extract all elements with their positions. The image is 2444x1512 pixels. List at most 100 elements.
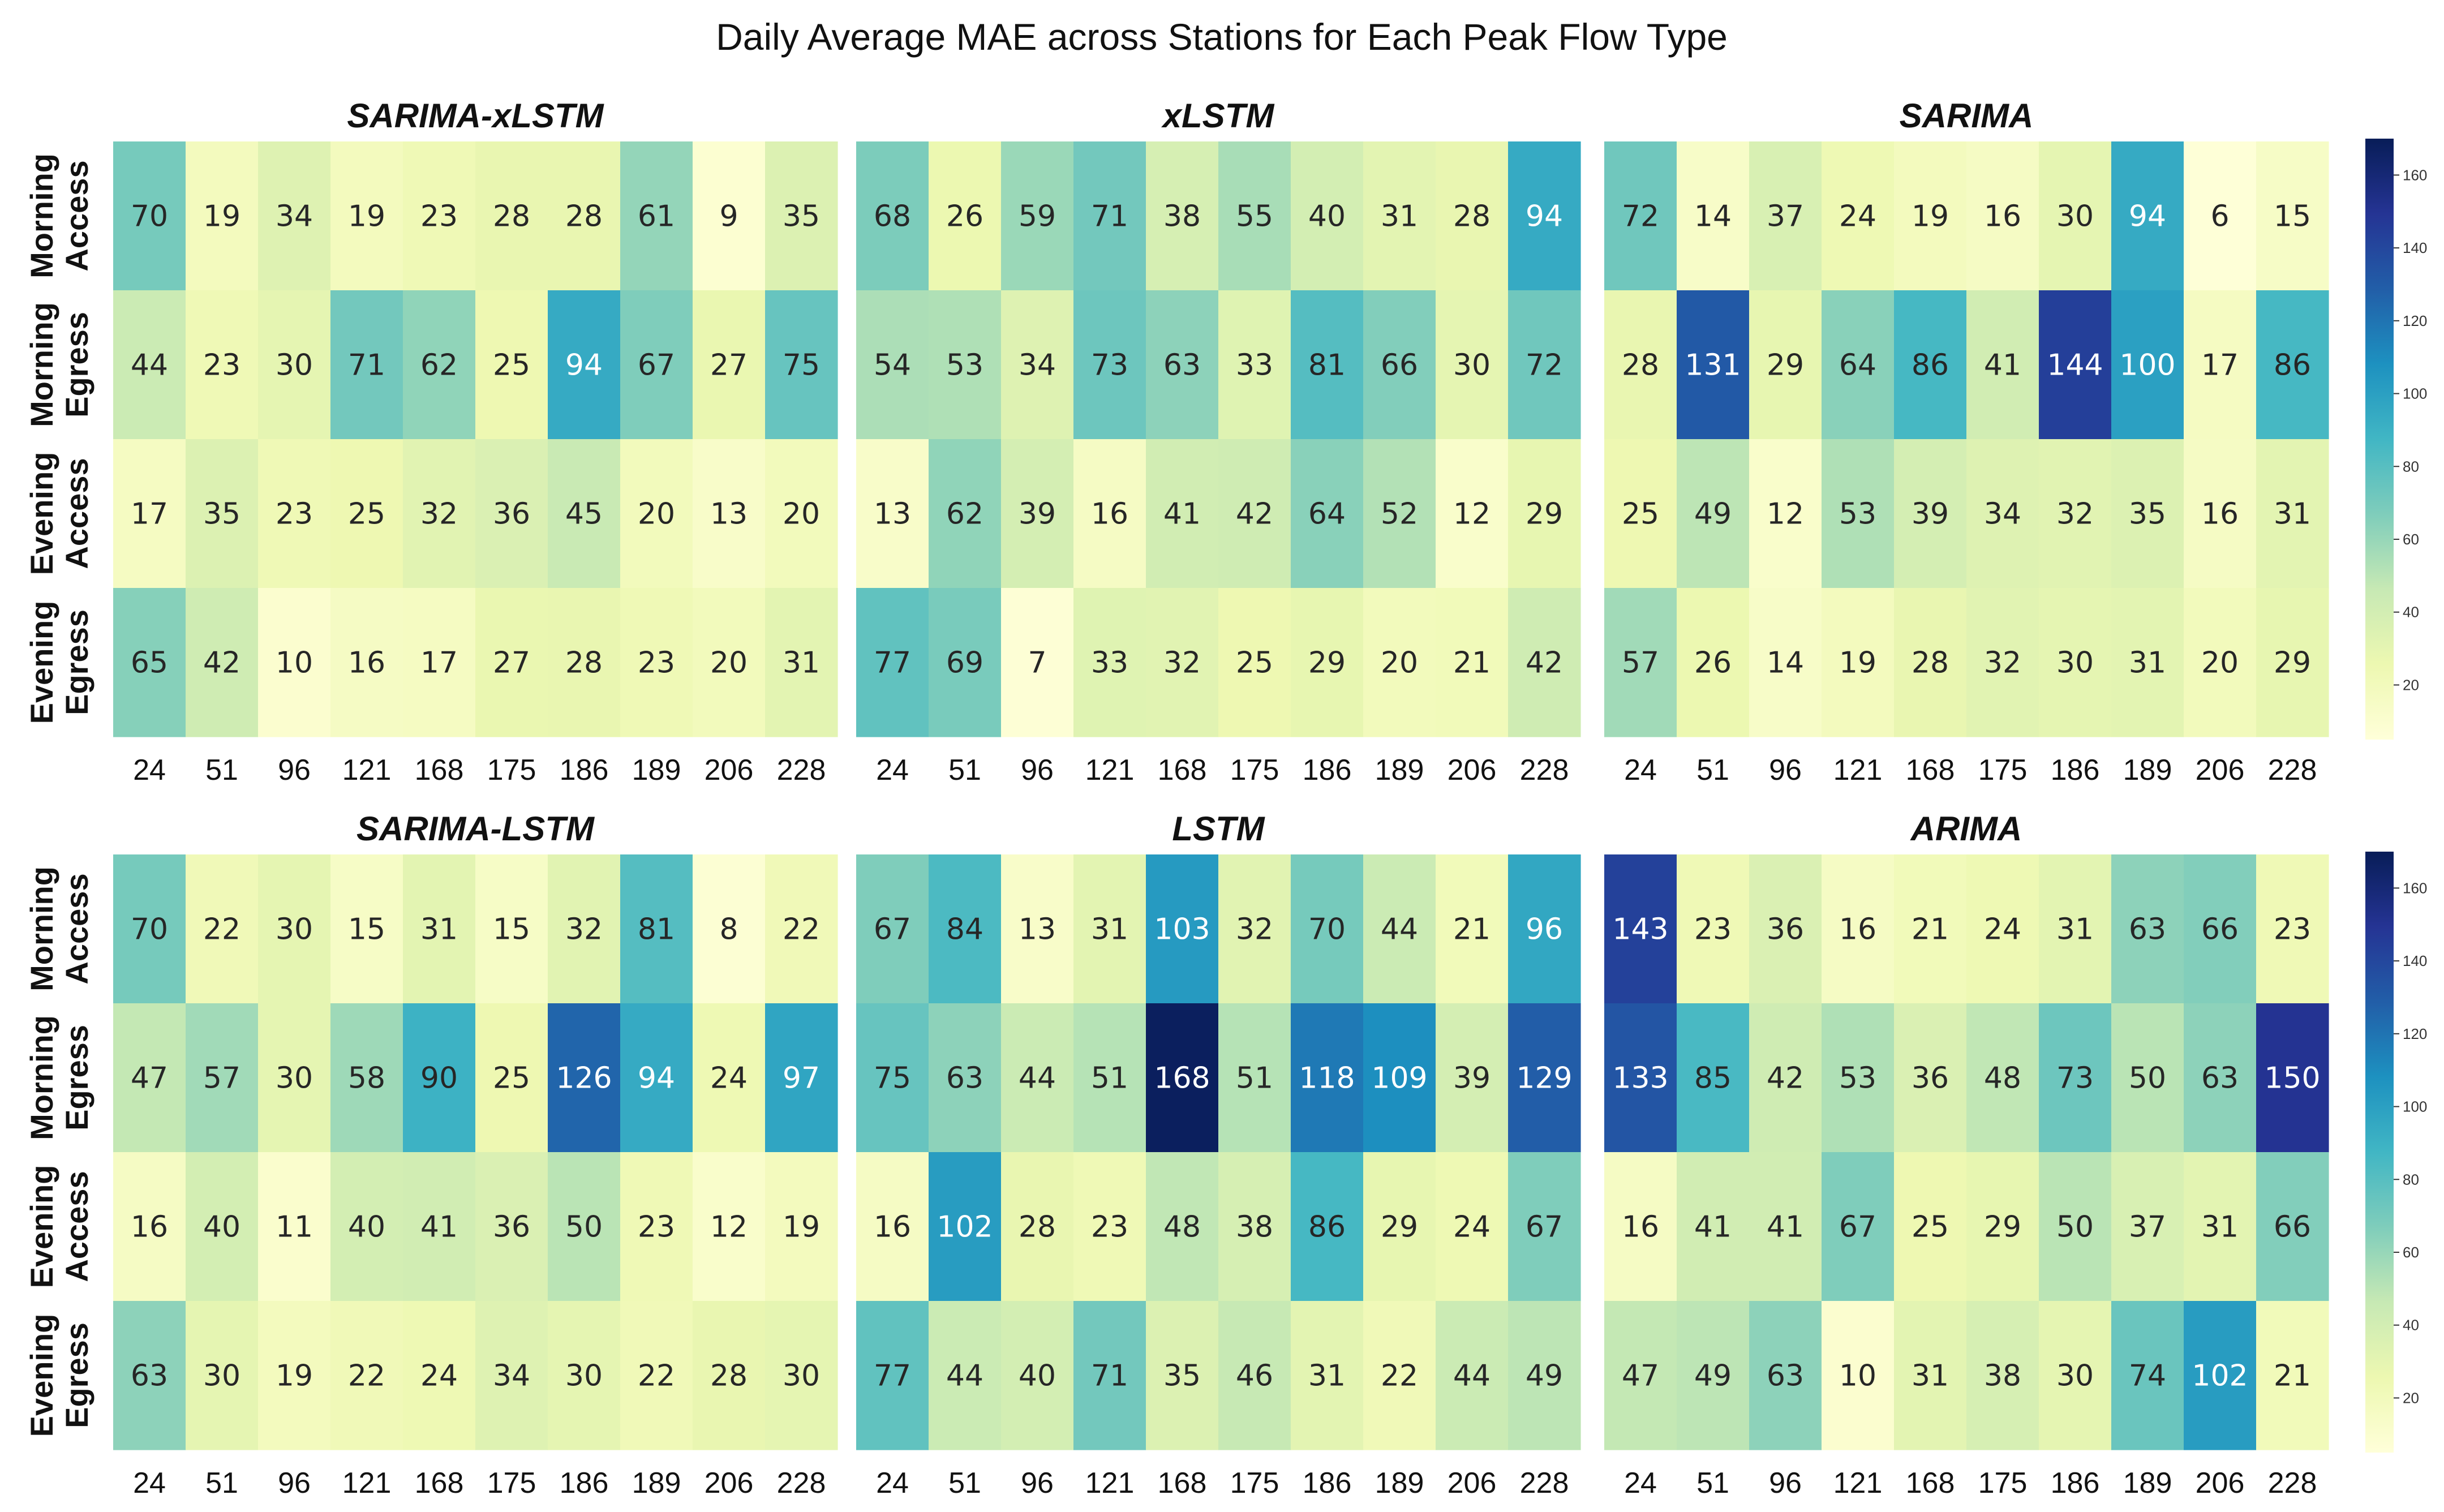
cell-value-label: 81 — [638, 913, 675, 947]
heatmap-panel-lstm: LSTM 67 84 13 31 103 32 70 44 21 96 75 63 44 51 168 51 11… — [856, 810, 1581, 1500]
cell-value-label: 30 — [2056, 1359, 2094, 1393]
cell-value-label: 73 — [1091, 349, 1128, 383]
cell-value-label: 25 — [493, 1062, 530, 1096]
heatmap-cell — [2256, 290, 2329, 440]
y-tick-label: Evening Egress — [24, 1314, 95, 1437]
heatmap-cell — [2111, 588, 2184, 737]
heatmap-cell — [113, 1152, 186, 1301]
cell-value-label: 72 — [1526, 349, 1563, 383]
cell-value-label: 30 — [783, 1359, 820, 1393]
heatmap-cell — [1073, 141, 1146, 291]
cell-value-label: 118 — [1299, 1062, 1355, 1096]
heatmap-cell — [2039, 290, 2112, 440]
x-tick-label: 24 — [133, 754, 166, 787]
heatmap-cell — [1749, 854, 1822, 1004]
y-tick-line: Evening — [24, 1314, 59, 1437]
cell-value-label: 41 — [1694, 1210, 1732, 1244]
heatmap-cell — [2039, 854, 2112, 1004]
cell-value-label: 23 — [420, 200, 458, 234]
heatmap-cell — [1218, 854, 1291, 1004]
heatmap-panel-xlstm: xLSTM 68 26 59 71 38 55 40 31 28 94 54 53 34 73 63 33 81 6… — [856, 97, 1581, 787]
heatmap-cell — [856, 854, 929, 1004]
heatmap-cell — [2256, 1003, 2329, 1153]
colorbar-tick-label: 120 — [2403, 312, 2427, 329]
cell-value-label: 75 — [874, 1062, 911, 1096]
heatmap-cell — [1363, 1152, 1436, 1301]
cell-value-label: 72 — [1622, 200, 1659, 234]
heatmap-cell — [620, 1301, 693, 1450]
x-tick-label: 228 — [2268, 754, 2317, 787]
heatmap-cell — [2111, 854, 2184, 1004]
heatmap-cell — [330, 588, 403, 737]
heatmap-cell — [1001, 439, 1074, 589]
heatmap-cell — [113, 588, 186, 737]
heatmap-cell — [330, 1152, 403, 1301]
y-tick-line: Access — [59, 160, 95, 271]
cell-value-label: 54 — [874, 349, 911, 383]
panel-title: SARIMA — [1900, 97, 2034, 135]
y-tick-line: Egress — [59, 312, 95, 418]
heatmap-cell — [1677, 290, 1750, 440]
cell-value-label: 52 — [1381, 497, 1418, 531]
heatmap-cell — [1001, 290, 1074, 440]
heatmap-cell — [929, 854, 1002, 1004]
heatmap-cell — [1363, 1003, 1436, 1153]
cell-value-label: 28 — [1622, 349, 1659, 383]
cell-value-label: 73 — [2056, 1062, 2094, 1096]
x-tick-label: 189 — [2123, 754, 2172, 787]
cell-value-label: 31 — [2129, 646, 2166, 680]
heatmap-cell — [1677, 1003, 1750, 1153]
cell-value-label: 62 — [420, 349, 458, 383]
heatmap-cell — [403, 588, 476, 737]
heatmap-cell — [1436, 1301, 1509, 1450]
cell-value-label: 57 — [1622, 646, 1659, 680]
cell-value-label: 86 — [1308, 1210, 1346, 1244]
x-tick-label: 24 — [876, 754, 909, 787]
heatmap-cell — [1749, 588, 1822, 737]
heatmap-cell — [1146, 1301, 1219, 1450]
cell-value-label: 63 — [1163, 349, 1201, 383]
x-tick-label: 175 — [487, 1467, 536, 1500]
x-tick-label: 186 — [2051, 754, 2100, 787]
cell-value-label: 15 — [493, 913, 530, 947]
cell-value-label: 109 — [1371, 1062, 1427, 1096]
x-tick-label: 51 — [205, 1467, 238, 1500]
cell-value-label: 48 — [1163, 1210, 1201, 1244]
cell-value-label: 68 — [874, 200, 911, 234]
heatmap-cell — [258, 439, 331, 589]
cell-value-label: 28 — [1019, 1210, 1056, 1244]
cell-value-label: 23 — [276, 497, 313, 531]
cell-value-label: 28 — [565, 646, 603, 680]
cell-value-label: 16 — [1984, 200, 2021, 234]
cell-value-label: 40 — [1308, 200, 1346, 234]
heatmap-cell — [1822, 1003, 1895, 1153]
x-tick-label: 51 — [205, 754, 238, 787]
cell-value-label: 14 — [1767, 646, 1804, 680]
cell-value-label: 63 — [2129, 913, 2166, 947]
heatmap-cell — [2039, 141, 2112, 291]
y-tick-label: Morning Egress — [24, 302, 95, 427]
figure-title: Daily Average MAE across Stations for Ea… — [716, 16, 1728, 58]
x-tick-label: 206 — [705, 1467, 754, 1500]
heatmap-cell — [1822, 1301, 1895, 1450]
heatmap-cell — [1966, 854, 2039, 1004]
cell-value-label: 63 — [946, 1062, 983, 1096]
cell-value-label: 38 — [1984, 1359, 2021, 1393]
cell-value-label: 30 — [276, 349, 313, 383]
colorbar-tick-label: 160 — [2403, 166, 2427, 183]
cell-value-label: 16 — [874, 1210, 911, 1244]
cell-value-label: 35 — [203, 497, 240, 531]
x-tick-label: 186 — [1303, 1467, 1352, 1500]
heatmap-cell — [2039, 1301, 2112, 1450]
y-tick-line: Evening — [24, 601, 59, 724]
cell-value-label: 28 — [1912, 646, 1949, 680]
cell-value-label: 168 — [1154, 1062, 1210, 1096]
x-tick-label: 175 — [1978, 1467, 2028, 1500]
heatmap-cell — [693, 290, 766, 440]
cell-value-label: 23 — [638, 1210, 675, 1244]
cell-value-label: 102 — [937, 1210, 993, 1244]
heatmap-cell — [1363, 290, 1436, 440]
heatmap-cell — [1749, 141, 1822, 291]
cell-value-label: 59 — [1019, 200, 1056, 234]
x-tick-label: 175 — [1230, 1467, 1279, 1500]
